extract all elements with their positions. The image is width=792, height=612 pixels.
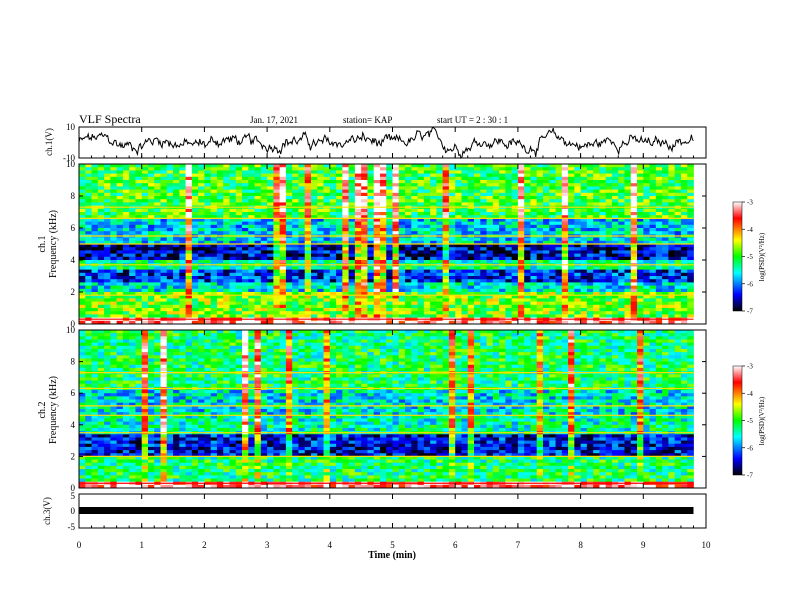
time-axis-label: Time (min) <box>368 550 416 561</box>
ch3-ytick-neg5: -5 <box>68 522 76 532</box>
time-axis: 0 1 2 3 4 5 6 7 8 9 10 <box>77 127 711 550</box>
colorbar-tick-label: -5 <box>747 417 753 425</box>
ch1-waveform-line <box>78 126 694 159</box>
time-tick-label: 9 <box>641 540 646 550</box>
ch2-spectrogram-panel: ch.2 Frequency (kHz) 0 2 4 6 8 10 <box>37 325 707 493</box>
time-tick-label: 2 <box>202 540 207 550</box>
freq-tick-label: 8 <box>71 191 76 201</box>
colorbar-ch2: -3 -4 -5 -6 -7 log(PSD)(V²/Hz) <box>732 363 766 480</box>
freq-tick-label: 2 <box>71 451 76 461</box>
ch1-spectrogram-panel: ch.1 Frequency (kHz) 0 2 4 6 8 10 <box>37 159 707 329</box>
ch3-ytick-5: 5 <box>71 491 76 501</box>
ch3-ytick-0: 0 <box>71 506 76 516</box>
ch2-spectrogram-image <box>79 330 694 489</box>
freq-tick-label: 10 <box>66 325 76 335</box>
time-tick-label: 0 <box>77 540 82 550</box>
freq-tick-label: 6 <box>71 223 76 233</box>
time-tick-label: 4 <box>328 540 333 550</box>
ch1-ytick-top: 10 <box>66 122 76 132</box>
time-tick-label: 8 <box>578 540 583 550</box>
figure-title: VLF Spectra <box>79 112 141 126</box>
freq-tick-label: 4 <box>71 420 76 430</box>
ch2-spec-channel-label: ch.2 <box>37 402 48 419</box>
time-tick-label: 5 <box>390 540 395 550</box>
ch1-ytick-bottom: -10 <box>63 153 75 163</box>
colorbar-tick-label: -4 <box>747 226 753 234</box>
freq-tick-label: 10 <box>66 159 76 169</box>
ch1-spectrogram-image <box>79 164 694 325</box>
colorbar-tick-label: -3 <box>747 363 753 371</box>
time-tick-label: 6 <box>453 540 458 550</box>
ch1-spec-channel-label: ch.1 <box>37 236 48 253</box>
start-ut-label: start UT = 2 : 30 : 1 <box>437 115 508 125</box>
ch1-waveform-panel: 10 -10 ch.1(V) <box>44 122 707 163</box>
freq-tick-label: 0 <box>71 319 76 329</box>
ch1-ylabel: ch.1(V) <box>44 128 54 156</box>
freq-tick-label: 0 <box>71 483 76 493</box>
ch3-waveform-line <box>79 507 694 514</box>
date-label: Jan. 17, 2021 <box>250 115 298 125</box>
station-label: station= KAP <box>343 115 392 125</box>
time-tick-label: 3 <box>265 540 270 550</box>
colorbar-tick-label: -3 <box>747 199 753 207</box>
colorbar-ch2-label: log(PSD)(V²/Hz) <box>758 396 766 445</box>
colorbar-tick-label: -7 <box>747 472 753 480</box>
colorbar-ch1: -3 -4 -5 -6 -7 log(PSD)(V²/Hz) <box>732 199 766 316</box>
colorbar-tick-label: -7 <box>747 308 753 316</box>
ch3-ylabel: ch.3(V) <box>42 497 52 525</box>
colorbar-tick-label: -4 <box>747 390 753 398</box>
ch2-spec-ylabel: Frequency (kHz) <box>48 376 59 444</box>
colorbar-ch1-label: log(PSD)(V²/Hz) <box>758 232 766 281</box>
freq-tick-label: 4 <box>71 255 76 265</box>
ch1-spec-ylabel: Frequency (kHz) <box>48 210 59 278</box>
colorbar-tick-label: -6 <box>747 444 753 452</box>
time-tick-label: 7 <box>516 540 521 550</box>
colorbar-tick-label: -6 <box>747 280 753 288</box>
freq-tick-label: 2 <box>71 287 76 297</box>
freq-tick-label: 6 <box>71 388 76 398</box>
time-tick-label: 1 <box>139 540 144 550</box>
time-tick-label: 10 <box>702 540 712 550</box>
colorbar-tick-label: -5 <box>747 253 753 261</box>
freq-tick-label: 8 <box>71 357 76 367</box>
